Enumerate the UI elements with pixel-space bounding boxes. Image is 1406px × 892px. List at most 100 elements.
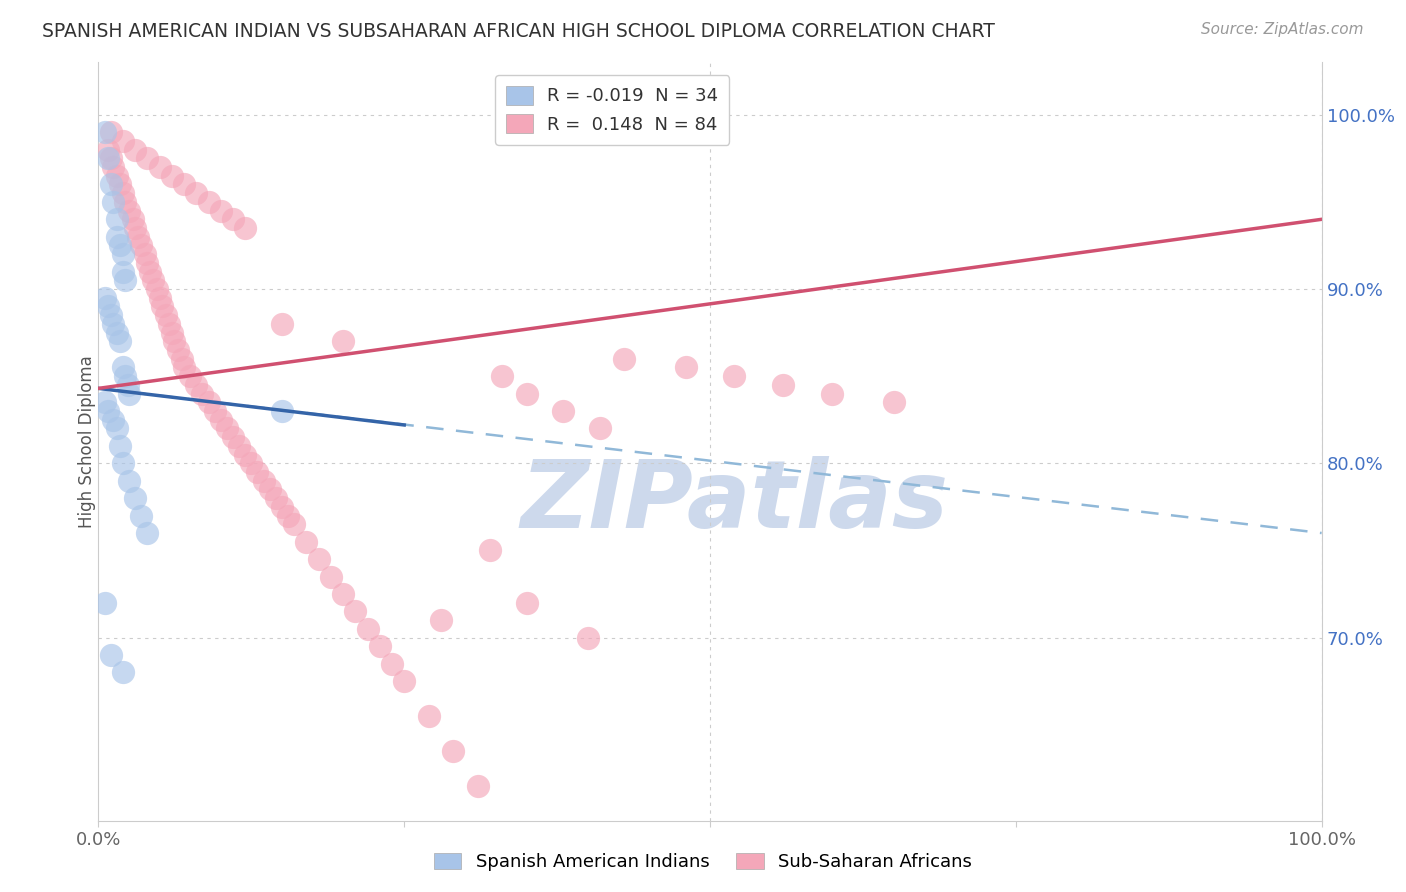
Point [149,291,172,305]
Point [136,151,159,165]
Point [240,456,263,470]
Point [118,203,141,218]
Point [430,613,453,627]
Point [146,282,169,296]
Point [191,386,214,401]
Point [157,317,180,331]
Point [97,404,120,418]
Point [136,256,159,270]
Point [129,508,152,523]
Point [124,221,146,235]
Point [118,386,141,401]
Point [821,386,844,401]
Point [186,186,208,201]
Point [100,178,122,192]
Point [111,134,134,148]
Point [163,334,186,349]
Point [155,308,177,322]
Point [105,212,128,227]
Point [93,291,115,305]
Point [160,326,183,340]
Point [173,178,195,192]
Point [197,194,219,209]
Point [675,360,697,375]
Point [179,369,201,384]
Point [264,491,287,506]
Point [121,212,143,227]
Point [105,169,128,183]
Point [101,317,124,331]
Text: Source: ZipAtlas.com: Source: ZipAtlas.com [1201,22,1364,37]
Point [222,212,245,227]
Point [114,369,136,384]
Point [270,404,294,418]
Point [723,369,745,384]
Point [105,229,128,244]
Point [478,543,501,558]
Point [215,421,238,435]
Point [100,308,122,322]
Point [356,622,378,636]
Point [111,456,134,470]
Point [101,194,124,209]
Point [246,465,269,479]
Point [114,273,136,287]
Point [136,526,159,541]
Point [173,360,195,375]
Point [110,439,132,453]
Point [160,169,183,183]
Point [114,194,136,209]
Point [252,474,274,488]
Point [270,500,294,514]
Point [283,517,305,532]
Point [233,221,256,235]
Point [186,377,208,392]
Point [124,143,146,157]
Point [228,439,250,453]
Point [467,779,489,793]
Point [110,334,132,349]
Text: SPANISH AMERICAN INDIAN VS SUBSAHARAN AFRICAN HIGH SCHOOL DIPLOMA CORRELATION CH: SPANISH AMERICAN INDIAN VS SUBSAHARAN AF… [42,22,995,41]
Point [441,744,464,758]
Point [93,395,115,409]
Point [124,491,146,506]
Point [150,300,173,314]
Point [277,508,299,523]
Point [111,186,134,201]
Point [270,317,294,331]
Point [332,587,354,601]
Point [308,552,330,566]
Point [111,247,134,261]
Point [97,151,120,165]
Point [129,238,152,252]
Point [134,247,156,261]
Point [118,474,141,488]
Point [100,648,122,662]
Point [197,395,219,409]
Point [613,351,636,366]
Point [381,657,404,671]
Point [100,151,122,165]
Legend: R = -0.019  N = 34, R =  0.148  N = 84: R = -0.019 N = 34, R = 0.148 N = 84 [495,75,730,145]
Point [111,665,134,680]
Point [515,596,537,610]
Point [295,534,318,549]
Point [97,300,120,314]
Point [772,377,794,392]
Point [105,421,128,435]
Point [319,569,342,583]
Point [111,360,134,375]
Point [553,404,575,418]
Point [576,631,599,645]
Point [167,343,190,357]
Point [101,413,124,427]
Point [332,334,354,349]
Point [100,125,122,139]
Point [97,143,120,157]
Point [110,238,132,252]
Point [142,273,165,287]
Point [368,640,391,654]
Point [491,369,513,384]
Point [392,674,416,689]
Point [93,596,115,610]
